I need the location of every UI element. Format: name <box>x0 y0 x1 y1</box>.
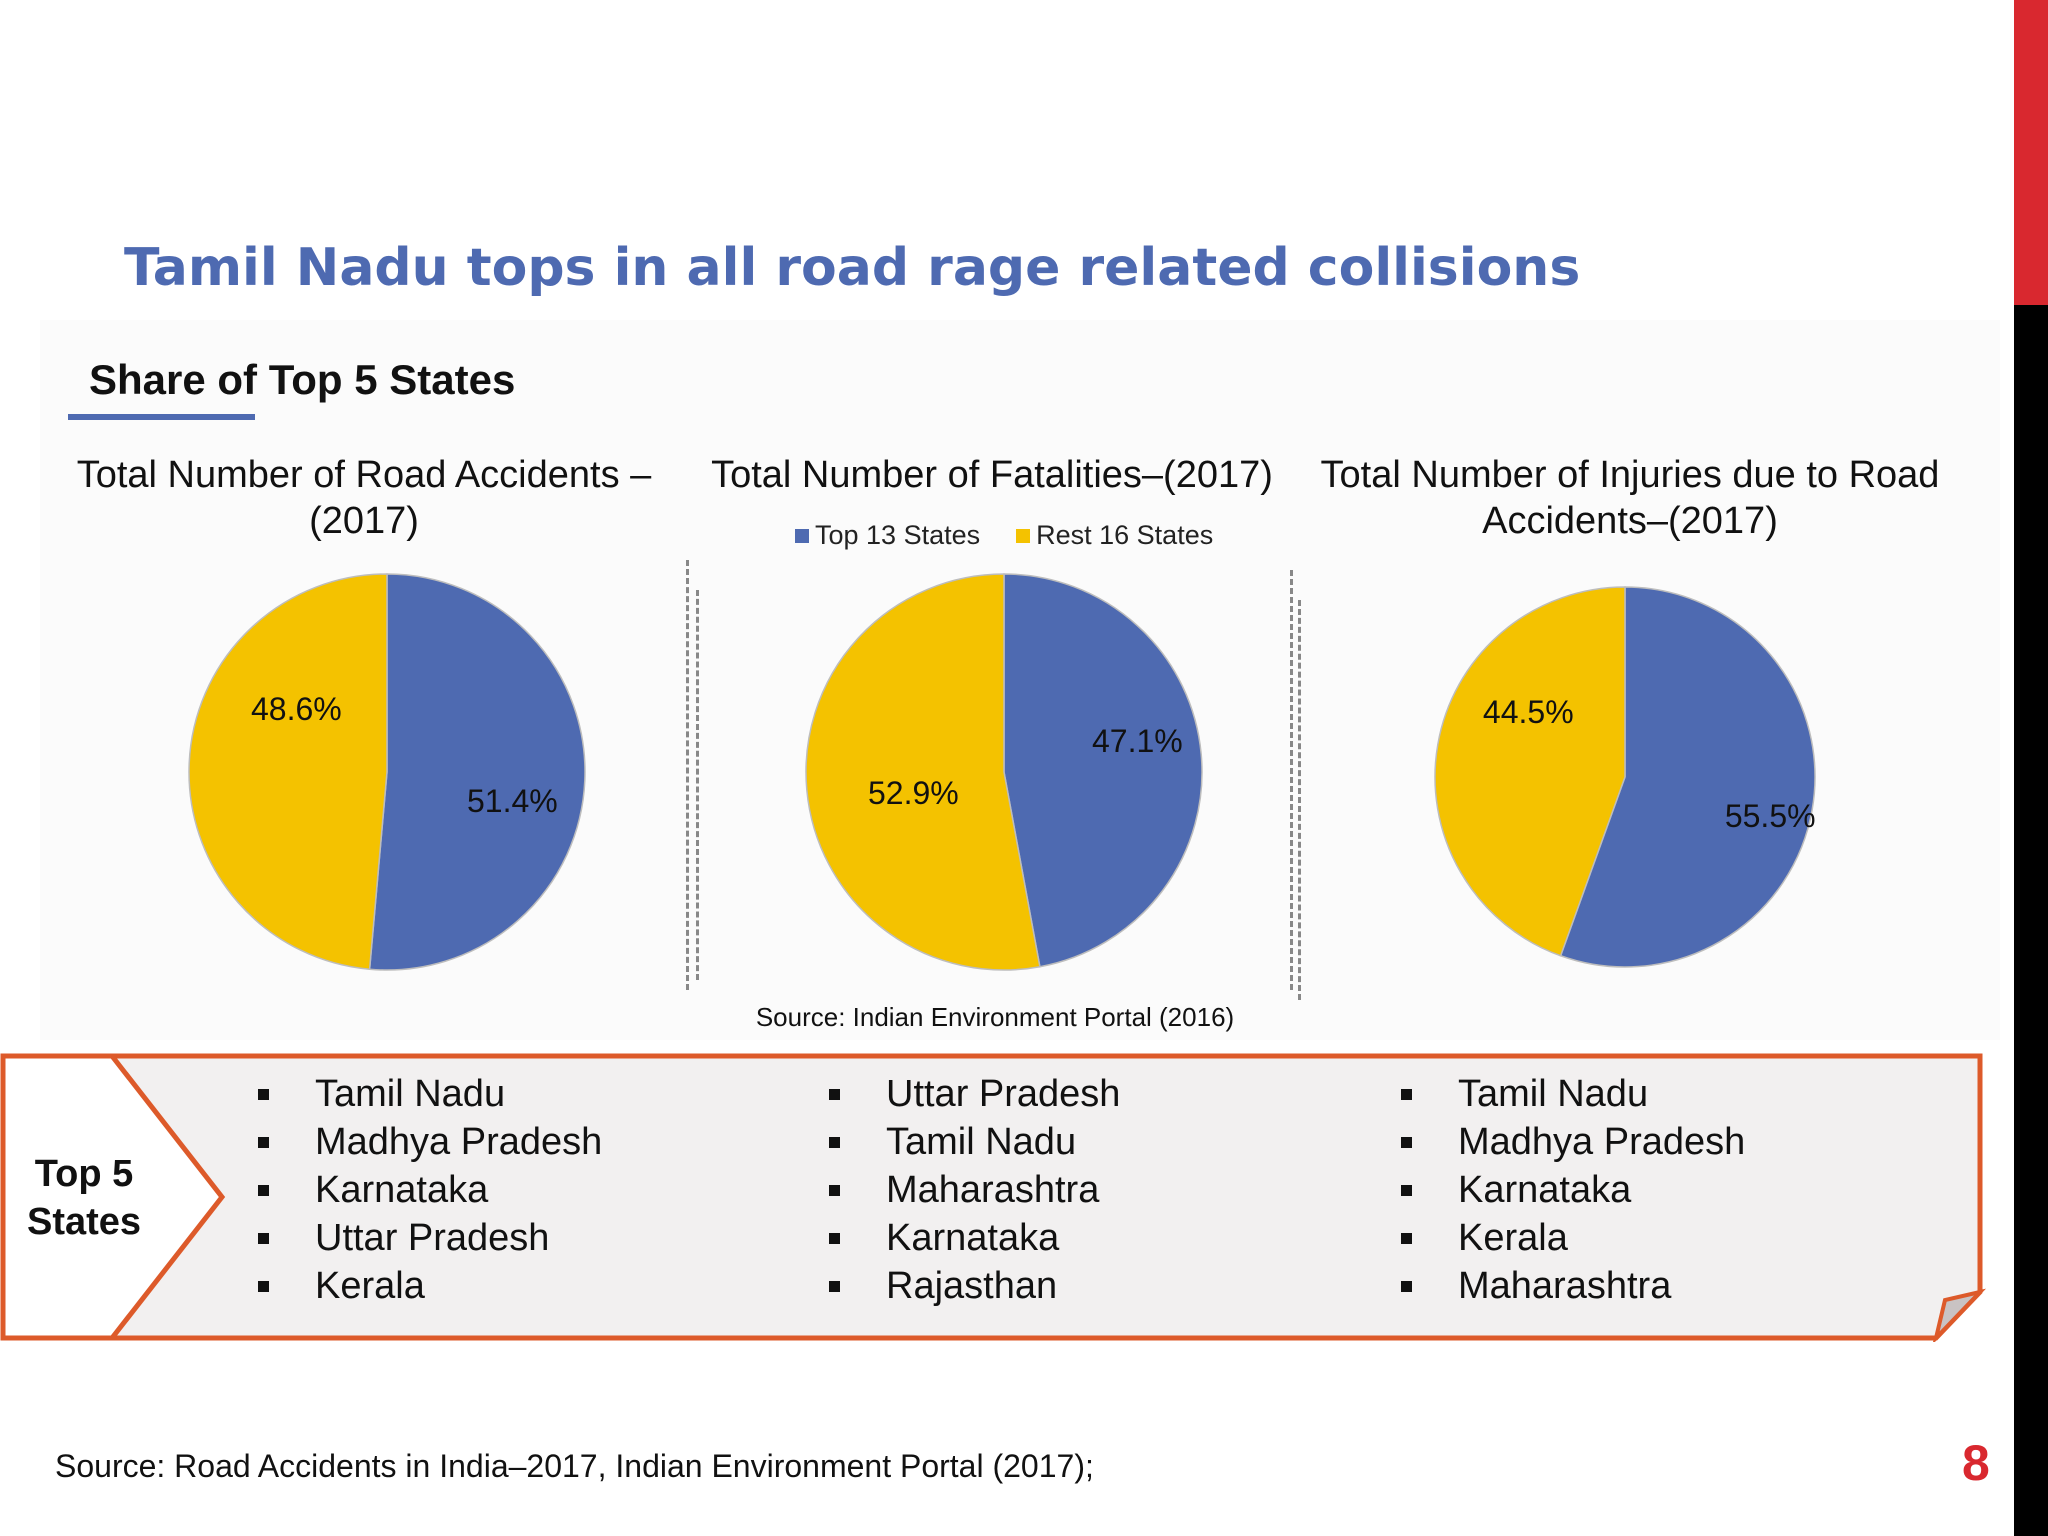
list-item: Kerala <box>256 1262 602 1310</box>
top5-label: Top 5 States <box>26 1153 142 1243</box>
list-item: Karnataka <box>1399 1166 1745 1214</box>
chart-title-fatalities: Total Number of Fatalities–(2017) <box>711 454 1273 496</box>
pie-chart-accidents: 51.4% 48.6% <box>188 573 586 971</box>
list-item: Uttar Pradesh <box>256 1214 602 1262</box>
list-item: Tamil Nadu <box>1399 1070 1745 1118</box>
legend-item-top13: Top 13 States <box>795 520 980 551</box>
top5-list-accidents: Tamil Nadu Madhya Pradesh Karnataka Utta… <box>256 1070 602 1310</box>
top5-list-fatalities: Uttar Pradesh Tamil Nadu Maharashtra Kar… <box>827 1070 1120 1310</box>
legend-label-top13: Top 13 States <box>815 520 981 550</box>
top5-arrow-outline <box>110 1054 226 1340</box>
legend-item-rest16: Rest 16 States <box>1016 520 1213 551</box>
pie-chart-fatalities: 47.1% 52.9% <box>805 573 1203 971</box>
list-item: Maharashtra <box>827 1166 1120 1214</box>
accent-bar-red <box>2014 0 2048 305</box>
page-number: 8 <box>1962 1435 1990 1491</box>
pie-chart-injuries: 55.5% 44.5% <box>1434 586 1816 968</box>
dashed-divider-left-inner <box>696 590 699 980</box>
pie-slice-top13 <box>368 573 586 971</box>
list-item: Karnataka <box>256 1166 602 1214</box>
accent-bar-black <box>2014 305 2048 1536</box>
chart-title-accidents: Total Number of Road Accidents –(2017) <box>76 454 652 542</box>
list-item: Maharashtra <box>1399 1262 1745 1310</box>
page-curl-icon <box>1932 1288 1987 1342</box>
chart-title-injuries: Total Number of Injuries due to Road Acc… <box>1320 454 1940 542</box>
footer-source: Source: Road Accidents in India–2017, In… <box>55 1448 1094 1484</box>
top5-list-injuries: Tamil Nadu Madhya Pradesh Karnataka Kera… <box>1399 1070 1745 1310</box>
section-title: Share of Top 5 States <box>89 356 516 403</box>
pie-slice-rest16 <box>805 573 1041 971</box>
list-item: Tamil Nadu <box>256 1070 602 1118</box>
list-item: Rajasthan <box>827 1262 1120 1310</box>
list-item: Kerala <box>1399 1214 1745 1262</box>
top5-arrow-box <box>3 1056 222 1338</box>
list-item: Madhya Pradesh <box>256 1118 602 1166</box>
section-underline <box>68 414 255 420</box>
list-item: Uttar Pradesh <box>827 1070 1120 1118</box>
data-label-top13: 51.4% <box>467 783 558 819</box>
slide-title: Tamil Nadu tops in all road rage related… <box>124 238 1581 298</box>
dashed-divider-right <box>1290 570 1293 990</box>
dashed-divider-left <box>686 560 689 990</box>
data-label-top13: 55.5% <box>1725 798 1816 834</box>
pie-slice-top13 <box>1559 586 1816 968</box>
dashed-divider-right-inner <box>1298 600 1301 1000</box>
data-label-rest16: 44.5% <box>1483 694 1574 730</box>
legend-swatch-blue <box>795 528 809 543</box>
legend-swatch-yellow <box>1016 528 1031 543</box>
list-item: Karnataka <box>827 1214 1120 1262</box>
legend-label-rest16: Rest 16 States <box>1036 520 1214 550</box>
pie-slice-rest16 <box>188 573 388 971</box>
data-label-rest16: 48.6% <box>251 691 342 727</box>
data-label-rest16: 52.9% <box>868 775 959 811</box>
list-item: Madhya Pradesh <box>1399 1118 1745 1166</box>
pie-slice-top13 <box>1003 573 1203 968</box>
list-item: Tamil Nadu <box>827 1118 1120 1166</box>
data-label-top13: 47.1% <box>1092 723 1183 759</box>
chart-source: Source: Indian Environment Portal (2016) <box>755 1002 1235 1032</box>
pie-slice-rest16 <box>1434 586 1626 957</box>
chart-legend: Top 13 States Rest 16 States <box>795 520 1255 551</box>
